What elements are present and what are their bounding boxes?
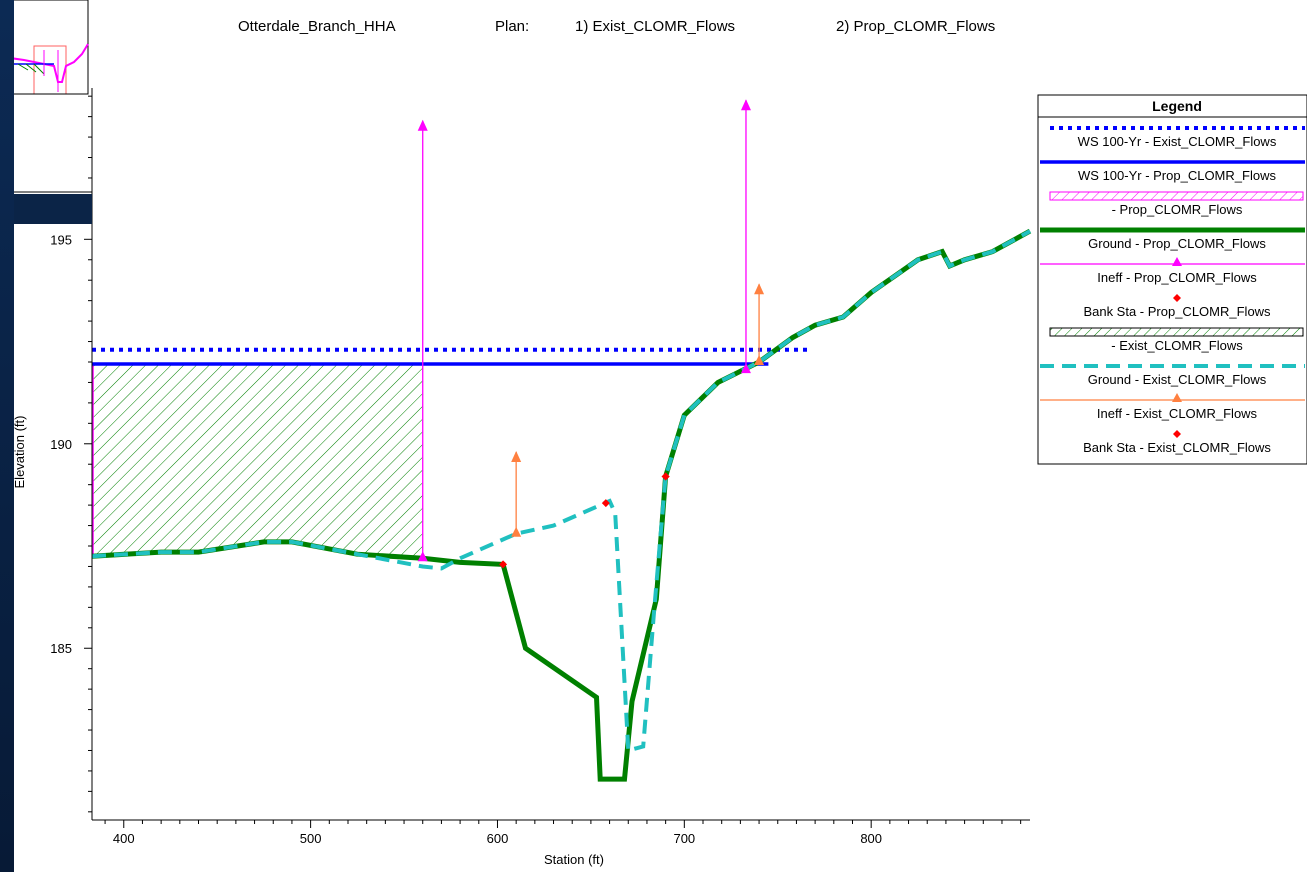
legend-label-4: Ineff - Prop_CLOMR_Flows	[1097, 270, 1257, 285]
thumbnail-ground-line	[14, 43, 89, 83]
y-tick-label-185: 185	[50, 641, 72, 656]
plan-label: Plan:	[495, 18, 529, 35]
exist-ineffective-hatch-area	[92, 364, 423, 559]
plan-1-label: 1) Exist_CLOMR_Flows	[575, 18, 735, 35]
legend-label-0: WS 100-Yr - Exist_CLOMR_Flows	[1078, 134, 1277, 149]
x-tick-label-800: 800	[860, 831, 882, 846]
legend-label-1: WS 100-Yr - Prop_CLOMR_Flows	[1078, 168, 1276, 183]
plan-2-label: 2) Prop_CLOMR_Flows	[836, 18, 995, 35]
panel-gap	[14, 194, 92, 224]
ineff-exist-base-marker-0	[511, 526, 522, 537]
ineff-prop-arrowhead-1	[740, 99, 751, 111]
y-tick-label-195: 195	[50, 232, 72, 247]
y-tick-label-190: 190	[50, 437, 72, 452]
legend-swatch-9	[1173, 430, 1181, 438]
legend-label-6: - Exist_CLOMR_Flows	[1111, 338, 1243, 353]
ineff-exist-base-marker-1	[754, 354, 765, 365]
legend-title: Legend	[1152, 98, 1202, 114]
x-tick-label-400: 400	[113, 831, 135, 846]
thumbnail-preview[interactable]	[14, 0, 89, 95]
cross-section-plot-window: Otterdale_Branch_HHA Plan: 1) Exist_CLOM…	[14, 0, 1307, 872]
thumbnail-hatch	[17, 63, 45, 75]
bank-sta-exist-point-1	[661, 472, 670, 481]
legend-label-3: Ground - Prop_CLOMR_Flows	[1088, 236, 1266, 251]
legend-label-8: Ineff - Exist_CLOMR_Flows	[1097, 406, 1258, 421]
legend-swatch-6	[1049, 327, 1304, 337]
project-title: Otterdale_Branch_HHA	[238, 18, 396, 35]
cross-section-chart[interactable]: Otterdale_Branch_HHA Plan: 1) Exist_CLOM…	[14, 0, 1307, 872]
legend-label-2: - Prop_CLOMR_Flows	[1112, 202, 1243, 217]
legend-swatch-marker-4	[1172, 257, 1182, 266]
legend-swatch-5	[1173, 294, 1181, 302]
ground-exist-line	[92, 229, 1031, 754]
layer-lines	[92, 228, 1032, 782]
ineff-exist-arrowhead-1	[754, 283, 765, 295]
legend-label-7: Ground - Exist_CLOMR_Flows	[1088, 372, 1267, 387]
thumbnail-frame	[14, 0, 89, 95]
legend-items: WS 100-Yr - Exist_CLOMR_Flows WS 100-Yr -…	[1040, 126, 1305, 455]
ineff-prop-base-marker-0	[417, 551, 428, 562]
legend-label-5: Bank Sta - Prop_CLOMR_Flows	[1083, 304, 1271, 319]
ineff-prop-base-marker-1	[740, 363, 751, 374]
x-tick-label-700: 700	[673, 831, 695, 846]
x-axis-title: Station (ft)	[544, 852, 604, 867]
desktop-background-left	[0, 0, 14, 872]
legend-label-9: Bank Sta - Exist_CLOMR_Flows	[1083, 440, 1271, 455]
layer-marks	[417, 99, 765, 569]
bank-sta-exist-point-0	[601, 499, 610, 508]
x-tick-label-600: 600	[487, 831, 509, 846]
bank-sta-prop-point-0	[499, 560, 508, 569]
legend-swatch-2	[1049, 191, 1304, 201]
ineff-prop-arrowhead-0	[417, 119, 428, 131]
legend-swatch-marker-8	[1172, 393, 1182, 402]
x-tick-label-500: 500	[300, 831, 322, 846]
ineff-exist-arrowhead-0	[511, 450, 522, 462]
layer-hatch	[92, 364, 423, 559]
y-axis-title: Elevation (ft)	[14, 416, 27, 489]
legend-box	[1037, 94, 1307, 465]
